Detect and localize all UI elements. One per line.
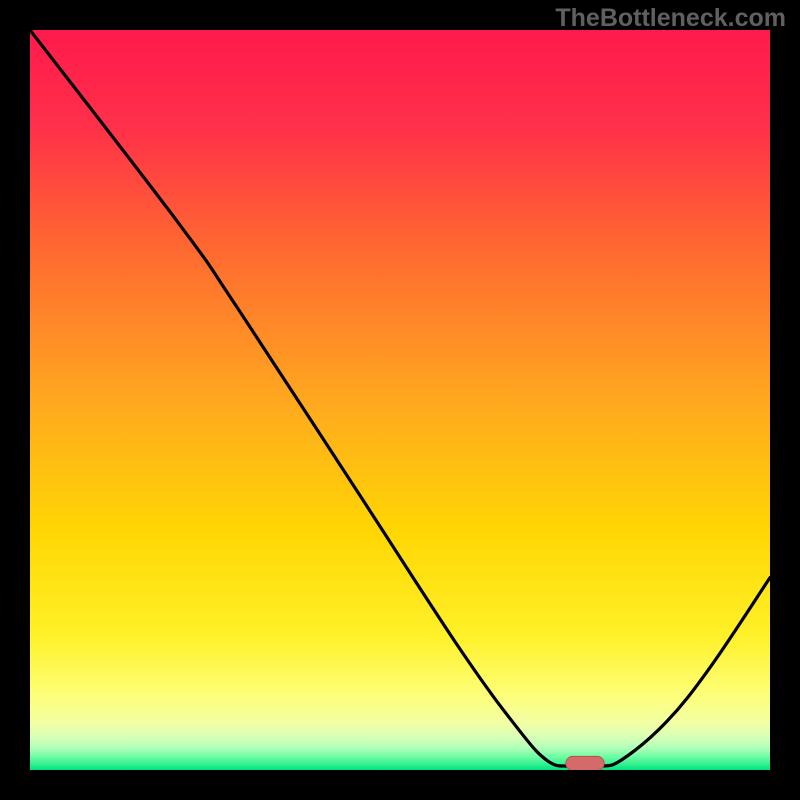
- optimal-point-marker: [566, 756, 604, 770]
- watermark-text: TheBottleneck.com: [555, 4, 786, 33]
- chart-background: [30, 30, 770, 770]
- chart-area: [30, 30, 770, 770]
- chart-svg: [30, 30, 770, 770]
